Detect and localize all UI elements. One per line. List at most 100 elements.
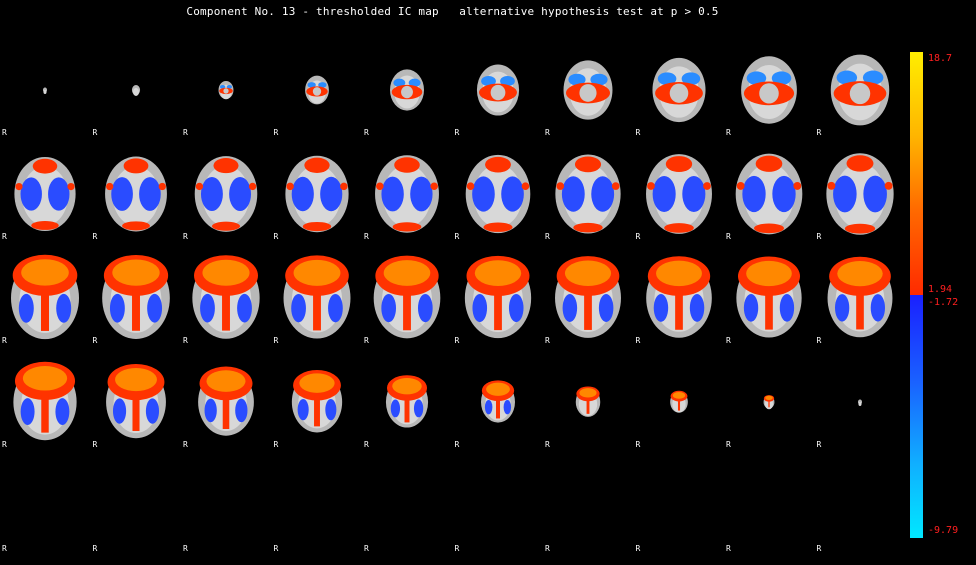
orientation-marker: R bbox=[726, 544, 731, 553]
brain-slice: R bbox=[815, 144, 905, 244]
brain-slice: R bbox=[362, 456, 452, 556]
orientation-marker: R bbox=[454, 544, 460, 553]
brain-slice: R bbox=[91, 248, 181, 348]
brain-slice: R bbox=[724, 144, 814, 244]
brain-slice: R bbox=[181, 40, 271, 140]
orientation-marker: R bbox=[364, 544, 369, 553]
figure-title: Component No. 13 - thresholded IC map al… bbox=[186, 5, 719, 18]
brain-slice: R bbox=[91, 456, 181, 556]
brain-slice: R bbox=[362, 248, 452, 348]
orientation-marker: R bbox=[635, 440, 641, 449]
orientation-marker: R bbox=[635, 336, 641, 345]
brain-slice: R bbox=[543, 248, 633, 348]
colorbar-max-label: 18.7 bbox=[928, 53, 953, 64]
orientation-marker: R bbox=[816, 336, 822, 345]
brain-slice: R bbox=[543, 456, 633, 556]
orientation-marker: R bbox=[92, 128, 98, 137]
colorbar-min-label: -9.79 bbox=[928, 525, 959, 536]
brain-slice: R bbox=[0, 456, 90, 556]
brain-slice: R bbox=[362, 144, 452, 244]
brain-slice: R bbox=[815, 352, 905, 452]
brain-slice: R bbox=[724, 352, 814, 452]
orientation-marker: R bbox=[454, 336, 460, 345]
brain-slice: R bbox=[362, 40, 452, 140]
orientation-marker: R bbox=[726, 336, 731, 345]
brain-slice: R bbox=[453, 352, 543, 452]
brain-slice: R bbox=[634, 40, 724, 140]
orientation-marker: R bbox=[92, 544, 98, 553]
brain-slice: R bbox=[272, 144, 362, 244]
brain-slice: R bbox=[453, 144, 543, 244]
brain-slice: R bbox=[272, 248, 362, 348]
orientation-marker: R bbox=[92, 440, 98, 449]
orientation-marker: R bbox=[816, 232, 822, 241]
brain-slice: R bbox=[181, 352, 271, 452]
brain-slice: R bbox=[543, 40, 633, 140]
orientation-marker: R bbox=[364, 128, 369, 137]
orientation-marker: R bbox=[635, 232, 641, 241]
brain-slice: R bbox=[272, 40, 362, 140]
orientation-marker: R bbox=[92, 336, 98, 345]
orientation-marker: R bbox=[2, 232, 7, 241]
brain-slice: R bbox=[543, 352, 633, 452]
orientation-marker: R bbox=[364, 440, 369, 449]
brain-slice: R bbox=[181, 144, 271, 244]
brain-slice: R bbox=[724, 40, 814, 140]
brain-slice: R bbox=[815, 40, 905, 140]
orientation-marker: R bbox=[545, 232, 550, 241]
brain-slice: R bbox=[634, 248, 724, 348]
orientation-marker: R bbox=[364, 232, 369, 241]
orientation-marker: R bbox=[454, 232, 460, 241]
orientation-marker: R bbox=[454, 440, 460, 449]
brain-slice: R bbox=[181, 248, 271, 348]
orientation-marker: R bbox=[183, 440, 188, 449]
orientation-marker: R bbox=[726, 128, 731, 137]
orientation-marker: R bbox=[726, 232, 731, 241]
brain-slice: R bbox=[453, 40, 543, 140]
colorbar-neg-threshold-label: -1.72 bbox=[928, 297, 959, 308]
orientation-marker: R bbox=[364, 336, 369, 345]
brain-slice: R bbox=[634, 352, 724, 452]
orientation-marker: R bbox=[273, 128, 279, 137]
orientation-marker: R bbox=[816, 440, 822, 449]
brain-slice: R bbox=[0, 248, 90, 348]
brain-slice: R bbox=[91, 352, 181, 452]
orientation-marker: R bbox=[273, 440, 279, 449]
slice-montage: R R R R R R R R R R R R R R R R R R R R R R R R R R R R R R R R R R R R R R R R… bbox=[0, 40, 905, 565]
brain-slice: R bbox=[724, 456, 814, 556]
orientation-marker: R bbox=[635, 128, 641, 137]
orientation-marker: R bbox=[183, 336, 188, 345]
orientation-marker: R bbox=[454, 128, 460, 137]
orientation-marker: R bbox=[726, 440, 731, 449]
orientation-marker: R bbox=[545, 440, 550, 449]
brain-slice: R bbox=[0, 144, 90, 244]
orientation-marker: R bbox=[2, 128, 7, 137]
orientation-marker: R bbox=[816, 544, 822, 553]
brain-slice: R bbox=[272, 352, 362, 452]
orientation-marker: R bbox=[273, 232, 279, 241]
orientation-marker: R bbox=[273, 336, 279, 345]
orientation-marker: R bbox=[545, 544, 550, 553]
brain-slice: R bbox=[634, 144, 724, 244]
brain-slice: R bbox=[272, 456, 362, 556]
orientation-marker: R bbox=[545, 128, 550, 137]
brain-slice: R bbox=[453, 248, 543, 348]
orientation-marker: R bbox=[2, 440, 7, 449]
brain-slice: R bbox=[815, 248, 905, 348]
orientation-marker: R bbox=[273, 544, 279, 553]
orientation-marker: R bbox=[92, 232, 98, 241]
orientation-marker: R bbox=[183, 232, 188, 241]
orientation-marker: R bbox=[545, 336, 550, 345]
brain-slice: R bbox=[543, 144, 633, 244]
brain-slice: R bbox=[181, 456, 271, 556]
brain-slice: R bbox=[91, 144, 181, 244]
brain-slice: R bbox=[453, 456, 543, 556]
orientation-marker: R bbox=[816, 128, 822, 137]
orientation-marker: R bbox=[2, 336, 7, 345]
colorbar-pos-threshold-label: 1.94 bbox=[928, 284, 953, 295]
orientation-marker: R bbox=[2, 544, 7, 553]
colorbar bbox=[910, 52, 923, 538]
brain-slice: R bbox=[634, 456, 724, 556]
brain-slice: R bbox=[815, 456, 905, 556]
brain-slice: R bbox=[0, 40, 90, 140]
